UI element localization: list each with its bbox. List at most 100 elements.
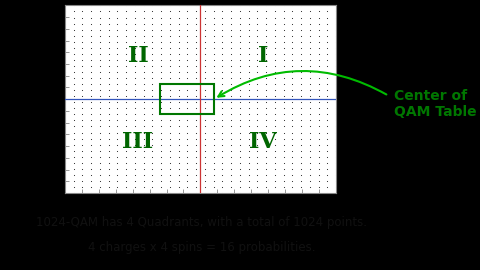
- Point: [87, 148, 95, 153]
- Point: [332, 167, 340, 171]
- Point: [297, 191, 305, 195]
- Point: [122, 94, 130, 98]
- Point: [183, 76, 191, 80]
- Point: [175, 161, 182, 165]
- Point: [306, 118, 313, 123]
- Point: [87, 15, 95, 20]
- Point: [157, 143, 165, 147]
- Point: [306, 82, 313, 86]
- Point: [166, 124, 174, 129]
- Point: [236, 15, 244, 20]
- Point: [288, 64, 296, 68]
- Point: [236, 191, 244, 195]
- Point: [113, 185, 121, 189]
- Point: [280, 58, 288, 62]
- Point: [218, 3, 226, 8]
- Text: III: III: [122, 131, 154, 153]
- Point: [227, 118, 235, 123]
- Point: [280, 3, 288, 8]
- Point: [324, 130, 331, 135]
- Point: [87, 64, 95, 68]
- Point: [324, 100, 331, 104]
- Point: [315, 191, 323, 195]
- Point: [315, 70, 323, 74]
- Point: [78, 161, 86, 165]
- Point: [332, 58, 340, 62]
- Point: [87, 33, 95, 38]
- Point: [78, 143, 86, 147]
- Point: [70, 106, 77, 110]
- Point: [192, 179, 200, 183]
- Point: [227, 167, 235, 171]
- Point: [96, 185, 104, 189]
- Point: [297, 106, 305, 110]
- Point: [306, 28, 313, 32]
- Point: [262, 143, 270, 147]
- Point: [315, 154, 323, 159]
- Point: [297, 70, 305, 74]
- Point: [192, 154, 200, 159]
- Point: [183, 46, 191, 50]
- Point: [105, 167, 112, 171]
- Point: [105, 191, 112, 195]
- Point: [280, 143, 288, 147]
- Point: [245, 136, 252, 141]
- Point: [201, 148, 209, 153]
- Point: [183, 118, 191, 123]
- Point: [105, 185, 112, 189]
- Point: [227, 179, 235, 183]
- Point: [218, 124, 226, 129]
- Point: [113, 3, 121, 8]
- Point: [175, 118, 182, 123]
- Point: [315, 76, 323, 80]
- Point: [157, 88, 165, 92]
- Point: [70, 58, 77, 62]
- Point: [192, 191, 200, 195]
- Point: [324, 167, 331, 171]
- Point: [218, 52, 226, 56]
- Point: [245, 52, 252, 56]
- Point: [271, 33, 278, 38]
- Point: [227, 185, 235, 189]
- Point: [306, 130, 313, 135]
- Point: [332, 136, 340, 141]
- Text: Center of
QAM Table: Center of QAM Table: [394, 89, 476, 119]
- Point: [175, 100, 182, 104]
- Point: [236, 118, 244, 123]
- Point: [315, 136, 323, 141]
- Point: [166, 33, 174, 38]
- Point: [297, 94, 305, 98]
- Point: [262, 70, 270, 74]
- Point: [122, 136, 130, 141]
- Point: [61, 88, 69, 92]
- Point: [61, 82, 69, 86]
- Point: [324, 46, 331, 50]
- Point: [175, 82, 182, 86]
- Point: [210, 130, 217, 135]
- Point: [87, 136, 95, 141]
- Point: [192, 112, 200, 117]
- Point: [78, 167, 86, 171]
- Point: [210, 94, 217, 98]
- Point: [218, 58, 226, 62]
- Point: [70, 94, 77, 98]
- Point: [157, 52, 165, 56]
- Point: [175, 21, 182, 26]
- Point: [253, 112, 261, 117]
- Point: [96, 154, 104, 159]
- Point: [96, 124, 104, 129]
- Point: [61, 124, 69, 129]
- Point: [87, 76, 95, 80]
- Point: [315, 185, 323, 189]
- Point: [192, 136, 200, 141]
- Point: [297, 130, 305, 135]
- Point: [245, 118, 252, 123]
- Point: [280, 76, 288, 80]
- Point: [131, 143, 139, 147]
- Point: [183, 143, 191, 147]
- Point: [324, 112, 331, 117]
- Point: [131, 33, 139, 38]
- Point: [166, 94, 174, 98]
- Point: [140, 15, 147, 20]
- Point: [148, 40, 156, 44]
